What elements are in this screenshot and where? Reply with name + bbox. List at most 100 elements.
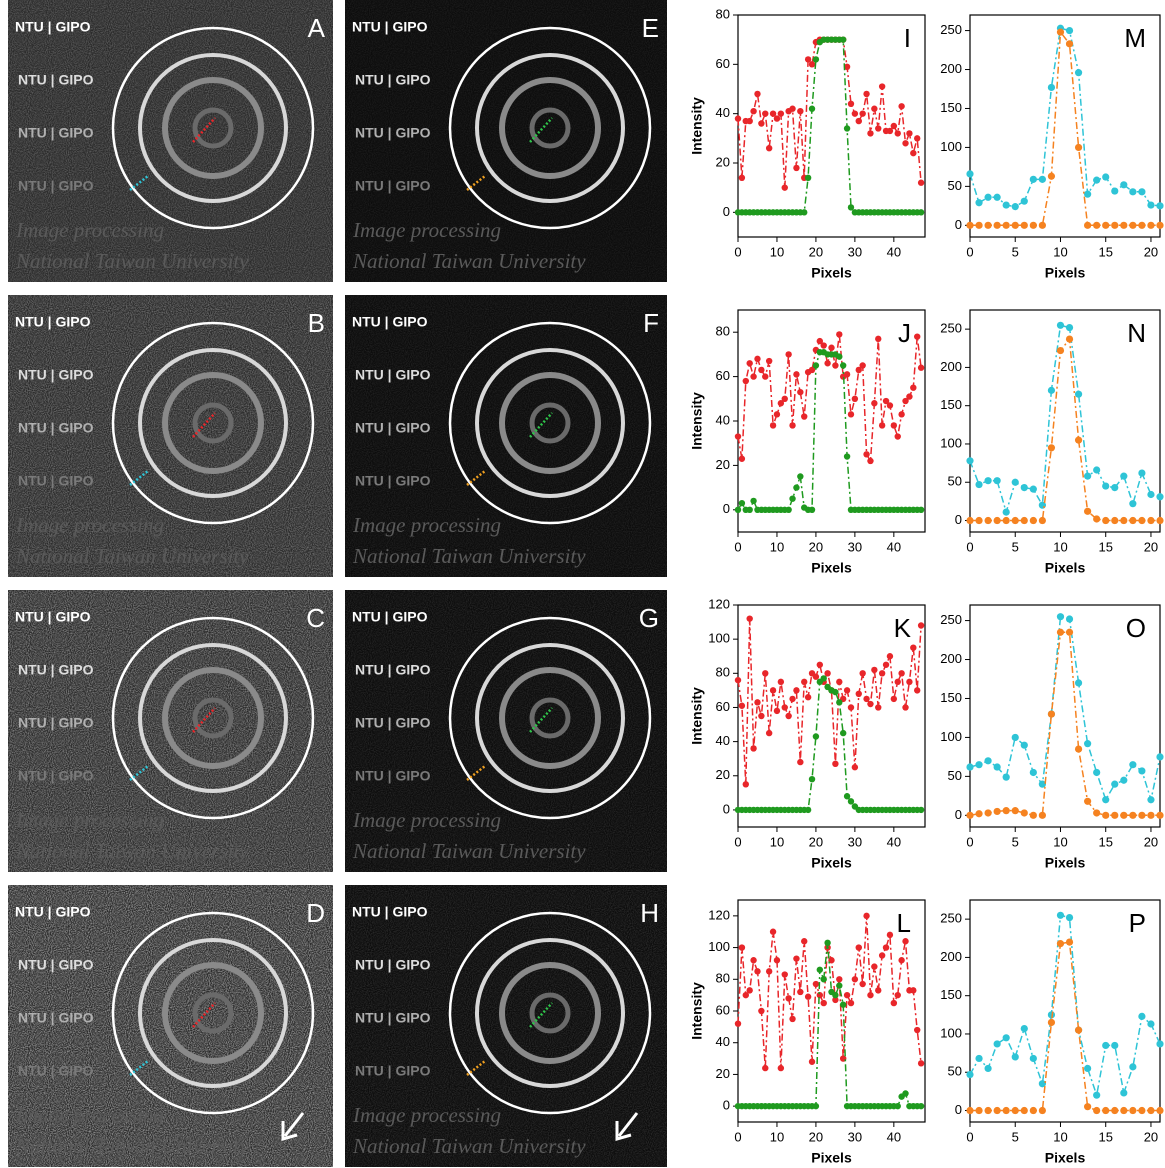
data-point xyxy=(734,115,742,122)
series-line xyxy=(970,30,1160,227)
plot-frame xyxy=(737,309,926,533)
data-point xyxy=(875,125,882,132)
y-tick-label: 0 xyxy=(723,801,730,816)
data-point xyxy=(975,761,983,769)
ring xyxy=(162,372,264,474)
data-point xyxy=(836,353,843,360)
image-noise xyxy=(8,590,333,872)
y-tick-label: 50 xyxy=(948,474,962,489)
data-point xyxy=(906,678,913,686)
data-point xyxy=(902,704,909,711)
data-point xyxy=(1129,500,1137,508)
data-point xyxy=(878,83,886,90)
x-tick-label: 40 xyxy=(887,834,901,849)
y-tick-label: 150 xyxy=(940,397,962,412)
data-point xyxy=(910,987,917,994)
data-point xyxy=(820,976,827,983)
data-point xyxy=(843,453,851,460)
data-point xyxy=(1147,811,1155,819)
data-point xyxy=(816,966,824,973)
x-tick-label: 10 xyxy=(770,539,784,554)
data-point xyxy=(762,110,769,117)
image-script-text: Image processing xyxy=(15,513,164,537)
data-point xyxy=(1002,1106,1010,1115)
data-point xyxy=(984,477,992,485)
x-tick-label: 15 xyxy=(1098,539,1112,554)
data-point xyxy=(1047,444,1056,452)
data-point xyxy=(1047,172,1056,180)
data-point xyxy=(855,117,862,125)
data-point xyxy=(769,687,777,694)
data-point xyxy=(847,704,855,711)
data-point xyxy=(1102,796,1110,804)
data-point xyxy=(966,170,974,178)
ring xyxy=(111,26,315,230)
arrow xyxy=(617,1112,639,1137)
data-point xyxy=(1147,516,1155,525)
data-point xyxy=(993,1040,1001,1048)
data-point xyxy=(738,174,746,181)
image-text: NTU | GIPO xyxy=(355,125,431,141)
data-point xyxy=(754,355,761,363)
image-panel: NTU | GIPO NTU | GIPO NTU | GIPO NTU | GIPO… xyxy=(8,0,333,282)
image-script-text: Image processing xyxy=(352,218,501,242)
y-tick-label: 250 xyxy=(940,612,962,627)
data-point xyxy=(824,939,831,947)
y-tick-label: 0 xyxy=(723,1098,730,1113)
y-tick-label: 100 xyxy=(940,1025,962,1040)
data-point xyxy=(1038,1080,1046,1088)
ring xyxy=(111,911,315,1115)
series-line xyxy=(969,615,1161,803)
data-point xyxy=(797,758,804,766)
data-point xyxy=(801,938,808,945)
data-point xyxy=(975,199,983,207)
data-point xyxy=(843,371,851,378)
data-point xyxy=(785,351,792,358)
data-point xyxy=(797,108,804,115)
data-point xyxy=(762,373,769,380)
data-point xyxy=(847,798,855,805)
x-tick-label: 15 xyxy=(1098,1129,1112,1144)
plot-frame xyxy=(969,309,1161,533)
data-point xyxy=(734,506,742,513)
data-point xyxy=(898,411,905,418)
data-point xyxy=(1093,1106,1101,1115)
x-tick-label: 40 xyxy=(887,1129,901,1144)
data-point xyxy=(917,1060,925,1067)
data-point xyxy=(1084,1064,1092,1073)
data-point xyxy=(816,337,824,345)
y-tick-label: 20 xyxy=(716,1066,730,1081)
data-point xyxy=(1084,190,1092,198)
data-point xyxy=(1138,469,1146,477)
data-point xyxy=(769,422,777,429)
series-line xyxy=(738,942,922,1107)
data-point xyxy=(797,473,804,480)
data-point xyxy=(828,957,835,964)
data-point xyxy=(1020,484,1028,492)
profile-probe xyxy=(529,1002,553,1028)
image-noise xyxy=(8,885,333,1167)
y-tick-label: 120 xyxy=(708,596,730,611)
data-point xyxy=(797,388,804,396)
chart-panel: 0 50 100 150 200 250 0 5 10 15 20 Pixels P xyxy=(940,899,1164,1166)
x-tick-label: 20 xyxy=(1144,1129,1158,1144)
data-point xyxy=(793,687,800,694)
x-axis-label: Pixels xyxy=(1045,560,1086,576)
data-point xyxy=(808,1058,816,1065)
data-point xyxy=(765,357,773,365)
data-point xyxy=(1102,516,1110,525)
data-point xyxy=(742,991,749,999)
y-tick-label: 50 xyxy=(948,178,962,193)
data-point xyxy=(882,397,890,405)
data-point xyxy=(993,807,1001,816)
data-point xyxy=(1138,188,1146,196)
y-tick-label: 20 xyxy=(716,767,730,782)
image-text: NTU | GIPO xyxy=(355,178,431,194)
data-point xyxy=(1111,1041,1119,1050)
data-point xyxy=(816,991,824,999)
y-tick-label: 0 xyxy=(723,204,730,219)
data-point xyxy=(1084,221,1092,229)
data-point xyxy=(1129,761,1137,769)
data-point xyxy=(1093,809,1101,817)
data-point xyxy=(734,1020,742,1027)
